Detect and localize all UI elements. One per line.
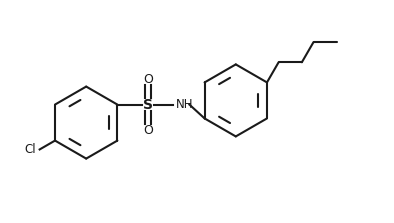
Text: S: S: [143, 98, 153, 112]
Text: O: O: [143, 73, 153, 86]
Text: Cl: Cl: [24, 143, 36, 156]
Text: NH: NH: [176, 97, 193, 111]
Text: O: O: [143, 124, 153, 136]
